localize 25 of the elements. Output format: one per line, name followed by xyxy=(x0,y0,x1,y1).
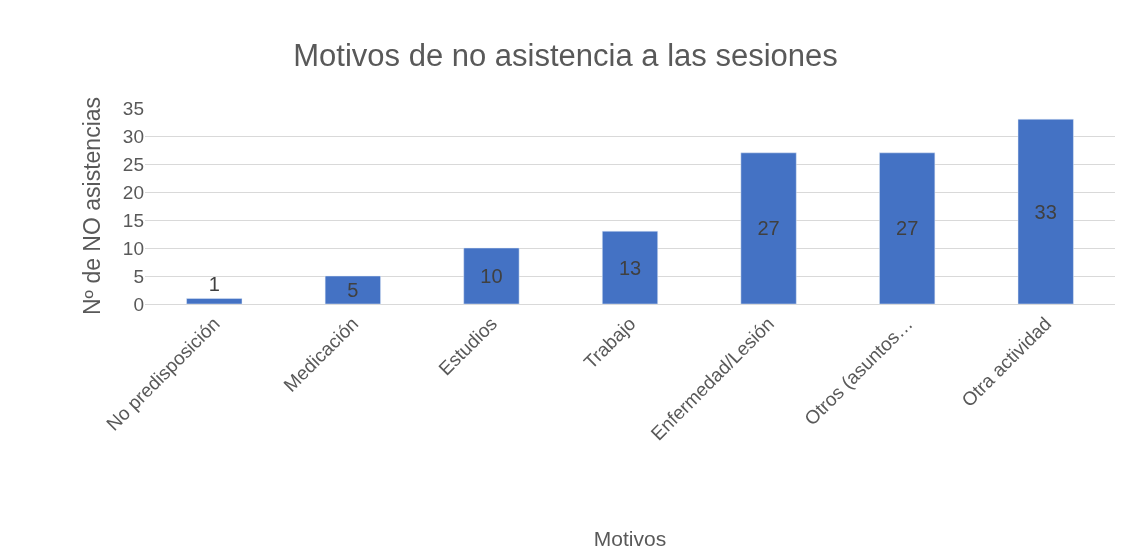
y-tick-label: 5 xyxy=(133,265,144,287)
x-axis-title: Motivos xyxy=(593,527,667,550)
data-label: 13 xyxy=(618,256,642,279)
bar xyxy=(324,275,381,304)
y-tick-label: 30 xyxy=(122,125,144,147)
data-label: 33 xyxy=(1034,200,1057,223)
y-tick-label: 0 xyxy=(133,293,144,315)
data-label: 10 xyxy=(480,265,503,287)
bar xyxy=(602,230,658,304)
data-label: 5 xyxy=(347,279,359,301)
y-tick-label: 20 xyxy=(122,181,144,203)
bar xyxy=(740,152,797,304)
data-label: 27 xyxy=(757,217,780,240)
bar xyxy=(463,247,520,304)
bar xyxy=(879,152,936,304)
data-label: 27 xyxy=(896,217,919,240)
bar xyxy=(186,298,243,304)
y-tick-label: 15 xyxy=(122,209,144,231)
chart-title: Motivos de no asistencia a las sesiones xyxy=(293,37,838,73)
bar xyxy=(1017,118,1074,304)
y-tick-label: 10 xyxy=(122,237,144,259)
y-tick-label: 35 xyxy=(122,97,144,119)
y-tick-label: 25 xyxy=(122,153,144,175)
data-label: 1 xyxy=(208,273,220,296)
y-axis-title: Nº de NO asistencias xyxy=(79,96,106,316)
